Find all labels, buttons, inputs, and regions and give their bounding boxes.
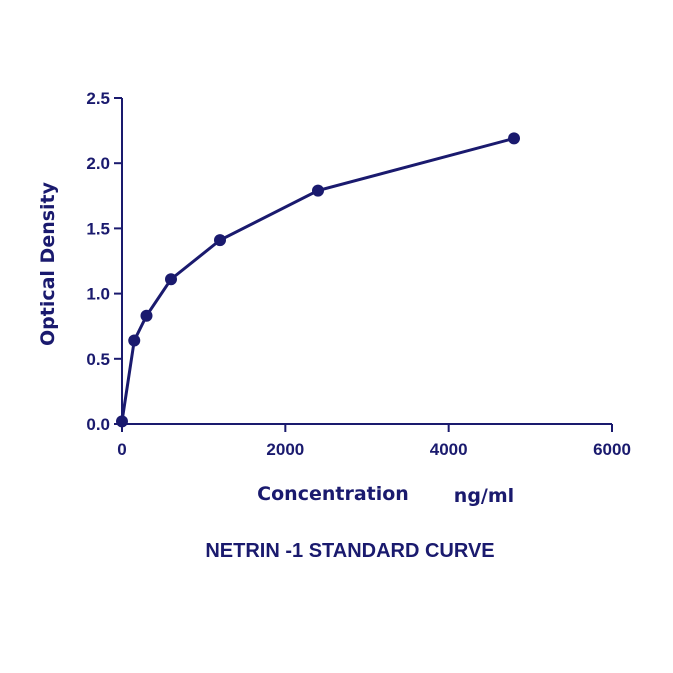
data-point: [140, 309, 153, 322]
axes: [121, 98, 612, 425]
ticks: 0.0 0.5 1.0 1.5 2.0 2.5 0 2000 4000 6000: [86, 89, 631, 459]
chart-title: NETRIN -1 STANDARD CURVE: [205, 540, 494, 562]
y-tick-label: 1.5: [86, 219, 110, 238]
data-point: [508, 132, 520, 145]
series: [116, 132, 520, 428]
x-tick-label: 0: [117, 440, 126, 459]
data-point: [128, 334, 141, 347]
x-tick-label: 4000: [430, 440, 468, 459]
data-point: [165, 273, 177, 286]
y-tick-label: 0.0: [86, 415, 110, 434]
data-point: [214, 234, 226, 247]
x-axis-title: Concentration: [257, 483, 409, 505]
y-tick-label: 2.5: [86, 89, 110, 108]
x-tick-label: 6000: [593, 440, 631, 459]
x-tick-label: 2000: [266, 440, 304, 459]
y-axis-title: Optical Density: [37, 181, 59, 346]
y-tick-label: 0.5: [86, 350, 110, 369]
y-tick-label: 1.0: [86, 285, 110, 304]
series-line: [120, 136, 515, 422]
x-axis-unit: ng/ml: [454, 485, 514, 507]
data-point: [312, 184, 324, 197]
y-tick-label: 2.0: [86, 154, 110, 173]
data-point: [116, 415, 128, 428]
